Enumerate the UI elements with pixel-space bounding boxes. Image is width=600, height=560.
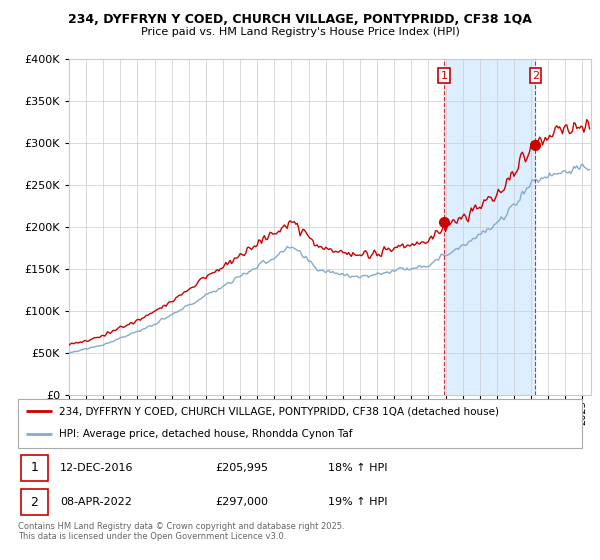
Text: 1: 1 [440,71,448,81]
Text: £205,995: £205,995 [215,463,268,473]
Text: 18% ↑ HPI: 18% ↑ HPI [328,463,388,473]
Text: 234, DYFFRYN Y COED, CHURCH VILLAGE, PONTYPRIDD, CF38 1QA (detached house): 234, DYFFRYN Y COED, CHURCH VILLAGE, PON… [59,406,499,416]
Text: Contains HM Land Registry data © Crown copyright and database right 2025.
This d: Contains HM Land Registry data © Crown c… [18,522,344,542]
Text: Price paid vs. HM Land Registry's House Price Index (HPI): Price paid vs. HM Land Registry's House … [140,27,460,38]
Text: 08-APR-2022: 08-APR-2022 [60,497,132,507]
Text: 2: 2 [31,496,38,508]
Bar [444,59,535,395]
Text: 234, DYFFRYN Y COED, CHURCH VILLAGE, PONTYPRIDD, CF38 1QA: 234, DYFFRYN Y COED, CHURCH VILLAGE, PON… [68,13,532,26]
Text: £297,000: £297,000 [215,497,268,507]
Text: 12-DEC-2016: 12-DEC-2016 [60,463,134,473]
Text: 1: 1 [31,461,38,474]
Text: HPI: Average price, detached house, Rhondda Cynon Taf: HPI: Average price, detached house, Rhon… [59,429,352,439]
Bar [21,455,48,481]
Text: 2: 2 [532,71,539,81]
Bar [21,489,48,515]
Text: 19% ↑ HPI: 19% ↑ HPI [328,497,388,507]
